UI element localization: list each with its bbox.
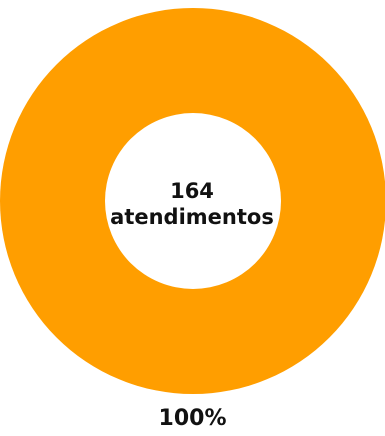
center-label: 164 atendimentos: [92, 178, 292, 230]
center-unit: atendimentos: [110, 205, 274, 229]
slice-percent-label: 100%: [158, 406, 227, 431]
center-value: 164: [170, 179, 214, 203]
donut-hole: [105, 113, 281, 289]
